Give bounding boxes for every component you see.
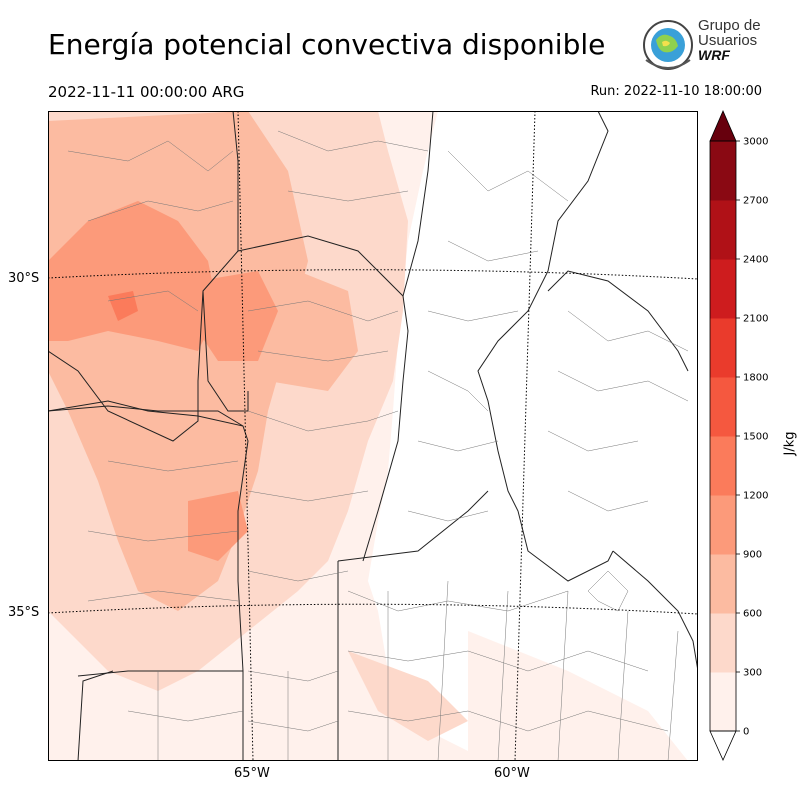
colorbar-extend-max [709,109,737,142]
colorbar-block-8 [710,200,736,260]
logo-line1: Grupo de [698,17,761,34]
colorbar-ticks: 0 300 600 900 1200 1500 1800 2100 2400 2700 3000 [736,137,768,738]
colorbar-tick-label: 2400 [743,255,768,266]
colorbar-tick-label: 1200 [743,491,768,502]
colorbar-block-7 [710,259,736,319]
cape-level-3c [188,491,248,561]
colorbar-block-3 [710,495,736,555]
cape-level-0b [468,631,688,761]
logo-line2: Usuarios [698,32,758,49]
parallel-35s [48,603,698,615]
colorbar-block-2 [710,554,736,614]
department-borders [67,130,689,761]
colorbar-block-6 [710,318,736,378]
cape-level-3b [198,271,278,361]
province-borders [48,111,698,761]
colorbar-tick-label: 3000 [743,137,768,148]
map-title: Energía potencial convectiva disponible [48,28,606,61]
colorbar-block-5 [710,377,736,437]
colorbar-block-9 [710,141,736,201]
lat-label-35s: 35°S [8,605,40,620]
colorbar-tick-label: 2100 [743,314,768,325]
colorbar-tick-label: 600 [743,609,762,620]
colorbar-tick-label: 2700 [743,196,768,207]
logo-line3: WRF [698,47,730,63]
logo-text: Grupo de Usuarios WRF [698,18,761,63]
colorbar-tick-label: 1500 [743,432,768,443]
colorbar-block-4 [710,436,736,496]
cape-field [48,111,688,761]
run-time: Run: 2022-11-10 18:00:00 [590,84,762,99]
wrf-logo: Grupo de Usuarios WRF [638,16,768,74]
lon-label-60w: 60°W [494,766,530,781]
parallel-30s [48,269,698,280]
colorbar-blocks [709,109,737,761]
valid-time: 2022-11-11 00:00:00 ARG [48,83,245,101]
cape-level-1b [348,651,468,741]
colorbar-block-1 [710,613,736,673]
colorbar-tick-label: 900 [743,550,762,561]
colorbar-tick-label: 1800 [743,373,768,384]
lon-label-65w: 65°W [234,766,270,781]
cape-map[interactable] [48,111,698,761]
colorbar: 0 300 600 900 1200 1500 1800 2100 2400 2700 3000 [709,109,768,761]
map-frame [48,111,698,761]
lat-label-30s: 30°S [8,271,40,286]
cape-level-3 [48,201,218,351]
graticule [48,111,698,761]
cape-level-4 [108,291,138,321]
colorbar-extend-min [709,730,737,761]
colorbar-unit: J/kg [782,431,798,456]
colorbar-tick-label: 0 [743,727,749,738]
colorbar-block-0 [710,672,736,732]
colorbar-tick-label: 300 [743,668,762,679]
wrf-globe-logo-icon [643,20,693,70]
